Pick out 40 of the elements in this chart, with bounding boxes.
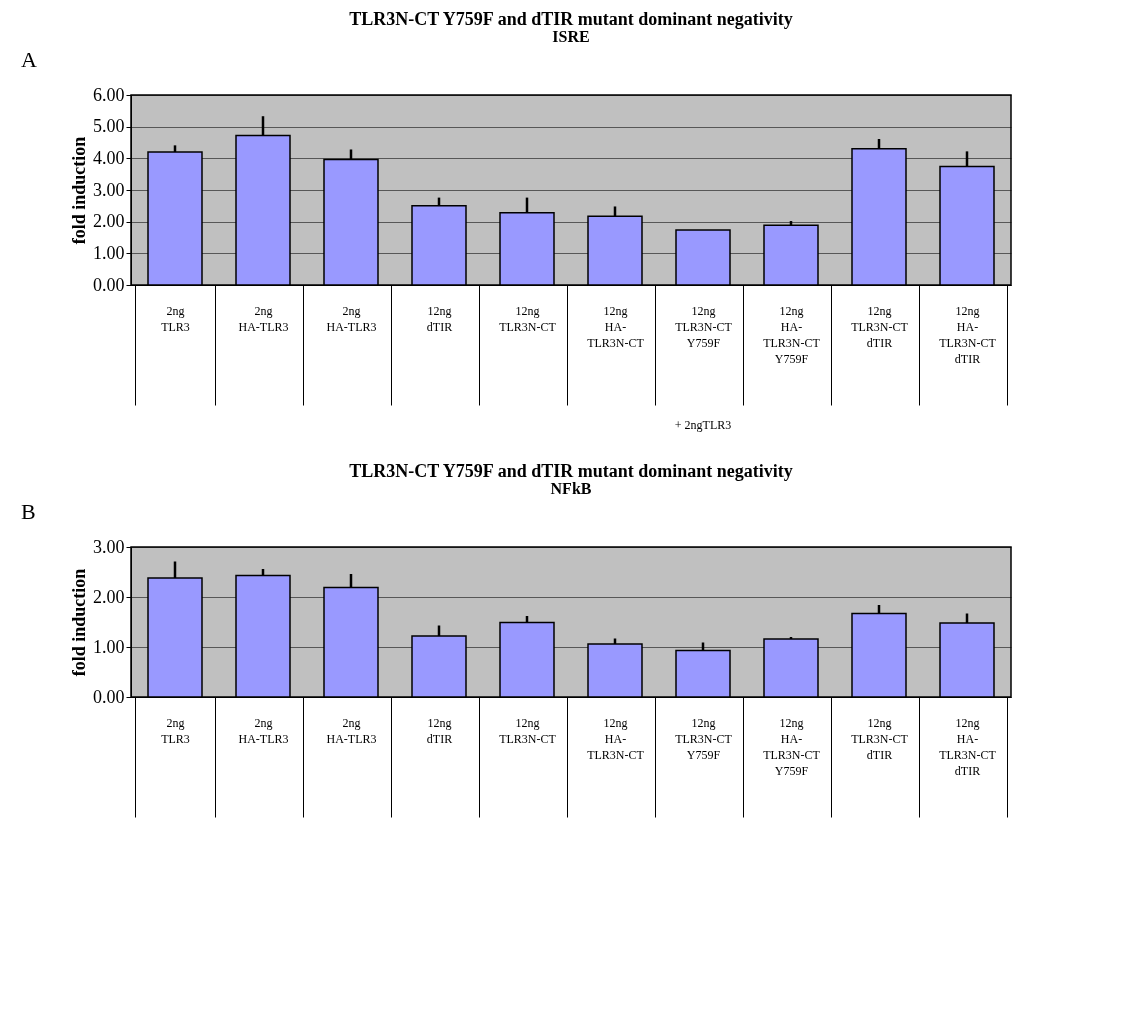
- x-tick-label: 12ng TLR3N-CT: [499, 715, 557, 746]
- text: + 2ngTLR3: [674, 418, 732, 432]
- x-tick-label: 2ng TLR3: [161, 303, 190, 334]
- x-tick-label: 12ng HA- TLR3N-CT: [587, 303, 645, 350]
- x-tick-label: 12ng TLR3N-CT Y759F: [675, 303, 733, 350]
- y-axis-title: fold induction: [69, 568, 89, 677]
- y-tick-label: 3.00: [93, 179, 125, 200]
- x-tick-label: 2ng HA-TLR3: [238, 303, 289, 334]
- y-tick-label: 3.00: [93, 536, 125, 557]
- x-tick-label: 12ng dTIR: [426, 715, 453, 746]
- x-tick-label: 2ng TLR3: [161, 715, 190, 746]
- x-tick-label: 12ng TLR3N-CT Y759F: [675, 715, 733, 762]
- y-tick-label: 1.00: [93, 242, 125, 263]
- y-tick-label: 0.00: [93, 686, 125, 707]
- y-tick-label: 6.00: [93, 84, 125, 105]
- y-tick-label: 4.00: [93, 147, 125, 168]
- x-tick-label: 12ng dTIR: [426, 303, 453, 334]
- x-tick-label: 12ng HA- TLR3N-CT dTIR: [939, 715, 997, 778]
- chart-subtitle: NFkB: [550, 480, 592, 497]
- y-axis-title: fold induction: [69, 136, 89, 245]
- x-tick-label: 2ng HA-TLR3: [238, 715, 289, 746]
- y-tick-label: 5.00: [93, 116, 125, 137]
- chart-subtitle: ISRE: [552, 28, 590, 45]
- chart-title: TLR3N-CT Y759F and dTIR mutant dominant negativity: [349, 9, 793, 29]
- y-tick-label: 2.00: [93, 586, 125, 607]
- x-tick-label: 2ng HA-TLR3: [326, 303, 377, 334]
- text: B: [21, 499, 36, 524]
- y-tick-label: 1.00: [93, 636, 125, 657]
- x-tick-label: 12ng HA- TLR3N-CT: [587, 715, 645, 762]
- y-tick-label: 0.00: [93, 274, 125, 295]
- y-tick-label: 2.00: [93, 211, 125, 232]
- text: A: [21, 47, 37, 72]
- x-tick-label: 12ng HA- TLR3N-CT Y759F: [763, 303, 821, 366]
- x-tick-label: 12ng TLR3N-CT dTIR: [851, 303, 909, 350]
- x-tick-label: 12ng TLR3N-CT dTIR: [851, 715, 909, 762]
- chart-title: TLR3N-CT Y759F and dTIR mutant dominant negativity: [349, 461, 793, 481]
- x-tick-label: 2ng HA-TLR3: [326, 715, 377, 746]
- x-tick-label: 12ng HA- TLR3N-CT Y759F: [763, 715, 821, 778]
- x-tick-label: 12ng TLR3N-CT: [499, 303, 557, 334]
- x-tick-label: 12ng HA- TLR3N-CT dTIR: [939, 303, 997, 366]
